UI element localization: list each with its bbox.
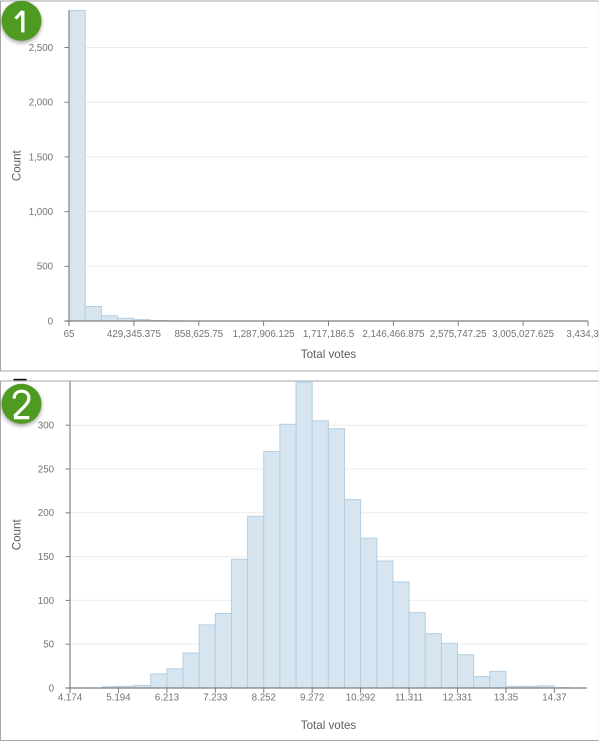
svg-text:6.213: 6.213: [155, 692, 180, 703]
svg-text:2,146,466.875: 2,146,466.875: [362, 329, 425, 340]
svg-text:12.331: 12.331: [443, 692, 473, 703]
svg-text:1,287,906.125: 1,287,906.125: [233, 329, 296, 340]
svg-text:500: 500: [37, 262, 54, 273]
svg-text:2,500: 2,500: [29, 43, 54, 54]
svg-text:5.194: 5.194: [106, 692, 131, 703]
svg-text:Total votes: Total votes: [301, 348, 357, 361]
svg-text:1,717,186.5: 1,717,186.5: [303, 329, 355, 340]
svg-text:13.35: 13.35: [494, 692, 519, 703]
svg-text:250: 250: [38, 464, 55, 475]
svg-text:14.37: 14.37: [542, 692, 566, 703]
svg-text:3,005,027.625: 3,005,027.625: [492, 329, 555, 340]
svg-text:9.272: 9.272: [300, 692, 324, 703]
svg-text:3,434,308: 3,434,308: [566, 329, 600, 340]
svg-text:7.233: 7.233: [203, 692, 228, 703]
svg-text:10.292: 10.292: [346, 692, 376, 703]
svg-text:8.252: 8.252: [252, 692, 276, 703]
svg-text:1,000: 1,000: [29, 207, 54, 218]
svg-text:0: 0: [48, 316, 54, 327]
svg-text:300: 300: [38, 421, 55, 432]
svg-text:Total votes: Total votes: [301, 719, 357, 732]
svg-text:11.311: 11.311: [395, 692, 423, 703]
svg-text:2,575,747.25: 2,575,747.25: [430, 329, 487, 340]
svg-text:2,000: 2,000: [29, 98, 54, 109]
svg-text:0: 0: [49, 683, 55, 694]
svg-text:50: 50: [43, 640, 54, 651]
svg-text:100: 100: [38, 596, 55, 607]
svg-text:4.174: 4.174: [58, 692, 83, 703]
svg-text:150: 150: [38, 552, 55, 563]
svg-text:200: 200: [38, 508, 55, 519]
svg-text:65: 65: [64, 329, 75, 340]
svg-text:1,500: 1,500: [29, 152, 54, 163]
svg-text:Count: Count: [11, 519, 24, 551]
svg-text:429,345.375: 429,345.375: [107, 329, 162, 340]
svg-text:Count: Count: [11, 149, 24, 181]
svg-text:858,625.75: 858,625.75: [175, 329, 224, 340]
